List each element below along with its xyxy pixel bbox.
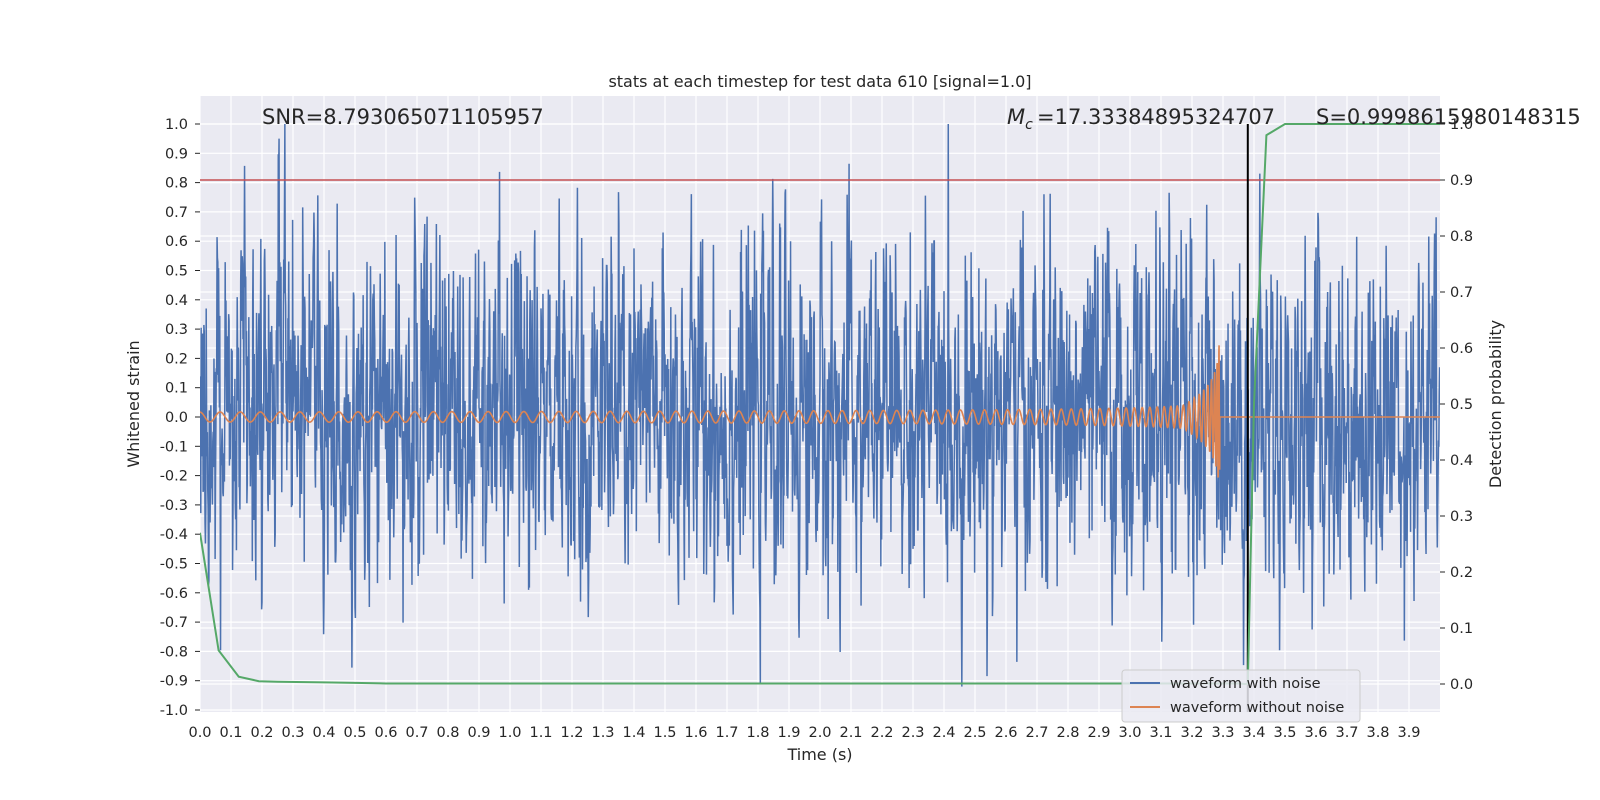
y-tick-label: 0.0 <box>165 410 188 426</box>
y-tick-label: -0.6 <box>160 586 188 602</box>
x-tick-label: 1.7 <box>715 725 738 741</box>
y-tick-label: 0.9 <box>165 146 188 162</box>
y2-tick-label: 0.3 <box>1450 509 1473 525</box>
x-tick-label: 0.5 <box>343 725 366 741</box>
legend-label-clean: waveform without noise <box>1170 700 1344 716</box>
x-tick-label: 3.7 <box>1335 725 1358 741</box>
x-tick-label: 2.5 <box>963 725 986 741</box>
x-tick-label: 2.6 <box>994 725 1017 741</box>
x-tick-label: 2.4 <box>932 725 955 741</box>
x-axis-ticks: 0.0 0.1 0.2 0.3 0.4 0.5 0.6 0.7 0.8 0.9 1.0 1.1 1.2 1… <box>188 725 1420 741</box>
x-tick-label: 0.4 <box>312 725 335 741</box>
x-tick-label: 0.7 <box>405 725 428 741</box>
x-tick-label: 1.1 <box>529 725 552 741</box>
y2-tick-label: 0.9 <box>1450 173 1473 189</box>
y-tick-label: -0.3 <box>160 498 188 514</box>
y-tick-label: 0.8 <box>165 176 188 192</box>
legend-label-noise: waveform with noise <box>1170 676 1321 692</box>
legend-box <box>1121 669 1361 723</box>
x-tick-label: 1.6 <box>684 725 707 741</box>
x-tick-label: 3.1 <box>1149 725 1172 741</box>
series-waveform-without-noise <box>200 345 1440 478</box>
y-tick-label: -0.2 <box>160 469 188 485</box>
x-tick-label: 3.5 <box>1273 725 1296 741</box>
snr-annotation: SNR=8.793065071105957 <box>262 105 544 129</box>
x-tick-label: 1.0 <box>498 725 521 741</box>
x-tick-label: 0.9 <box>467 725 490 741</box>
y-tick-label: 0.1 <box>165 381 188 397</box>
x-tick-label: 2.0 <box>808 725 831 741</box>
x-tick-label: 0.1 <box>219 725 242 741</box>
x-tick-label: 0.8 <box>436 725 459 741</box>
y-axis-ticks: 1.0 0.9 0.8 0.7 0.6 0.5 0.4 0.3 0.2 0.1 0.0 -0.1 -0.… <box>160 117 200 719</box>
x-tick-label: 3.3 <box>1211 725 1234 741</box>
y-tick-label: 1.0 <box>165 117 188 133</box>
y2-tick-label: 0.6 <box>1450 341 1473 357</box>
y2-tick-label: 0.4 <box>1450 453 1473 469</box>
y2-axis-label: Detection probability <box>1486 320 1505 488</box>
series-layer <box>200 123 1440 712</box>
mc-annotation-symbol: Mc <box>1007 105 1033 133</box>
x-tick-label: 1.4 <box>622 725 645 741</box>
x-tick-label: 0.0 <box>188 725 211 741</box>
y2-tick-label: 0.0 <box>1450 677 1473 693</box>
x-tick-label: 1.5 <box>653 725 676 741</box>
y-tick-label: 0.2 <box>165 351 188 367</box>
y2-tick-label: 0.2 <box>1450 565 1473 581</box>
x-tick-label: 2.9 <box>1087 725 1110 741</box>
x-tick-label: 2.7 <box>1025 725 1048 741</box>
x-tick-label: 1.8 <box>746 725 769 741</box>
y2-tick-label: 0.8 <box>1450 229 1473 245</box>
x-tick-label: 0.3 <box>281 725 304 741</box>
x-tick-label: 3.9 <box>1397 725 1420 741</box>
y-tick-label: -1.0 <box>160 703 188 719</box>
y-tick-label: 0.5 <box>165 264 188 280</box>
y2-axis-ticks: 1.0 0.9 0.8 0.7 0.6 0.5 0.4 0.3 0.2 0.1 0.0 <box>1440 117 1473 693</box>
x-tick-label: 3.8 <box>1366 725 1389 741</box>
x-tick-label: 2.2 <box>870 725 893 741</box>
y-axis-label: Whitened strain <box>124 340 143 467</box>
x-tick-label: 2.8 <box>1056 725 1079 741</box>
legend: waveform with noise waveform without noi… <box>1121 669 1361 723</box>
x-axis-label: Time (s) <box>786 745 852 764</box>
y-tick-label: 0.7 <box>165 205 188 221</box>
y2-tick-label: 0.5 <box>1450 397 1473 413</box>
y-tick-label: 0.4 <box>165 293 188 309</box>
y2-tick-label: 1.0 <box>1450 117 1473 133</box>
x-tick-label: 3.0 <box>1118 725 1141 741</box>
y2-tick-label: 0.7 <box>1450 285 1473 301</box>
mc-annotation: =17.33384895324707 <box>1037 105 1275 129</box>
x-tick-label: 2.1 <box>839 725 862 741</box>
s-annotation: S=0.9998615980148315 <box>1316 105 1581 129</box>
series-detection-probability <box>200 123 1440 685</box>
chart-title: stats at each timestep for test data 610… <box>608 72 1031 91</box>
y-tick-label: 0.6 <box>165 234 188 250</box>
x-tick-label: 1.9 <box>777 725 800 741</box>
x-tick-label: 0.6 <box>374 725 397 741</box>
y-tick-label: -0.9 <box>160 674 188 690</box>
series-waveform-with-noise <box>200 123 1440 687</box>
x-tick-label: 3.4 <box>1242 725 1265 741</box>
x-tick-label: 3.2 <box>1180 725 1203 741</box>
y-tick-label: -0.5 <box>160 557 188 573</box>
y2-tick-label: 0.1 <box>1450 621 1473 637</box>
y-tick-label: -0.7 <box>160 615 188 631</box>
y-tick-label: 0.3 <box>165 322 188 338</box>
x-tick-label: 0.2 <box>250 725 273 741</box>
x-tick-label: 1.3 <box>591 725 614 741</box>
x-tick-label: 2.3 <box>901 725 924 741</box>
y-tick-label: -0.1 <box>160 439 188 455</box>
x-tick-label: 1.2 <box>560 725 583 741</box>
y-tick-label: -0.8 <box>160 644 188 660</box>
x-tick-label: 3.6 <box>1304 725 1327 741</box>
y-tick-label: -0.4 <box>160 527 188 543</box>
